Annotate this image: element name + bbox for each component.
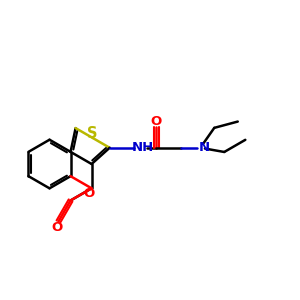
Text: S: S — [87, 126, 98, 141]
Text: NH: NH — [131, 141, 154, 154]
Text: O: O — [51, 221, 62, 234]
Text: O: O — [84, 188, 95, 200]
Text: O: O — [151, 115, 162, 128]
Text: N: N — [199, 141, 210, 154]
